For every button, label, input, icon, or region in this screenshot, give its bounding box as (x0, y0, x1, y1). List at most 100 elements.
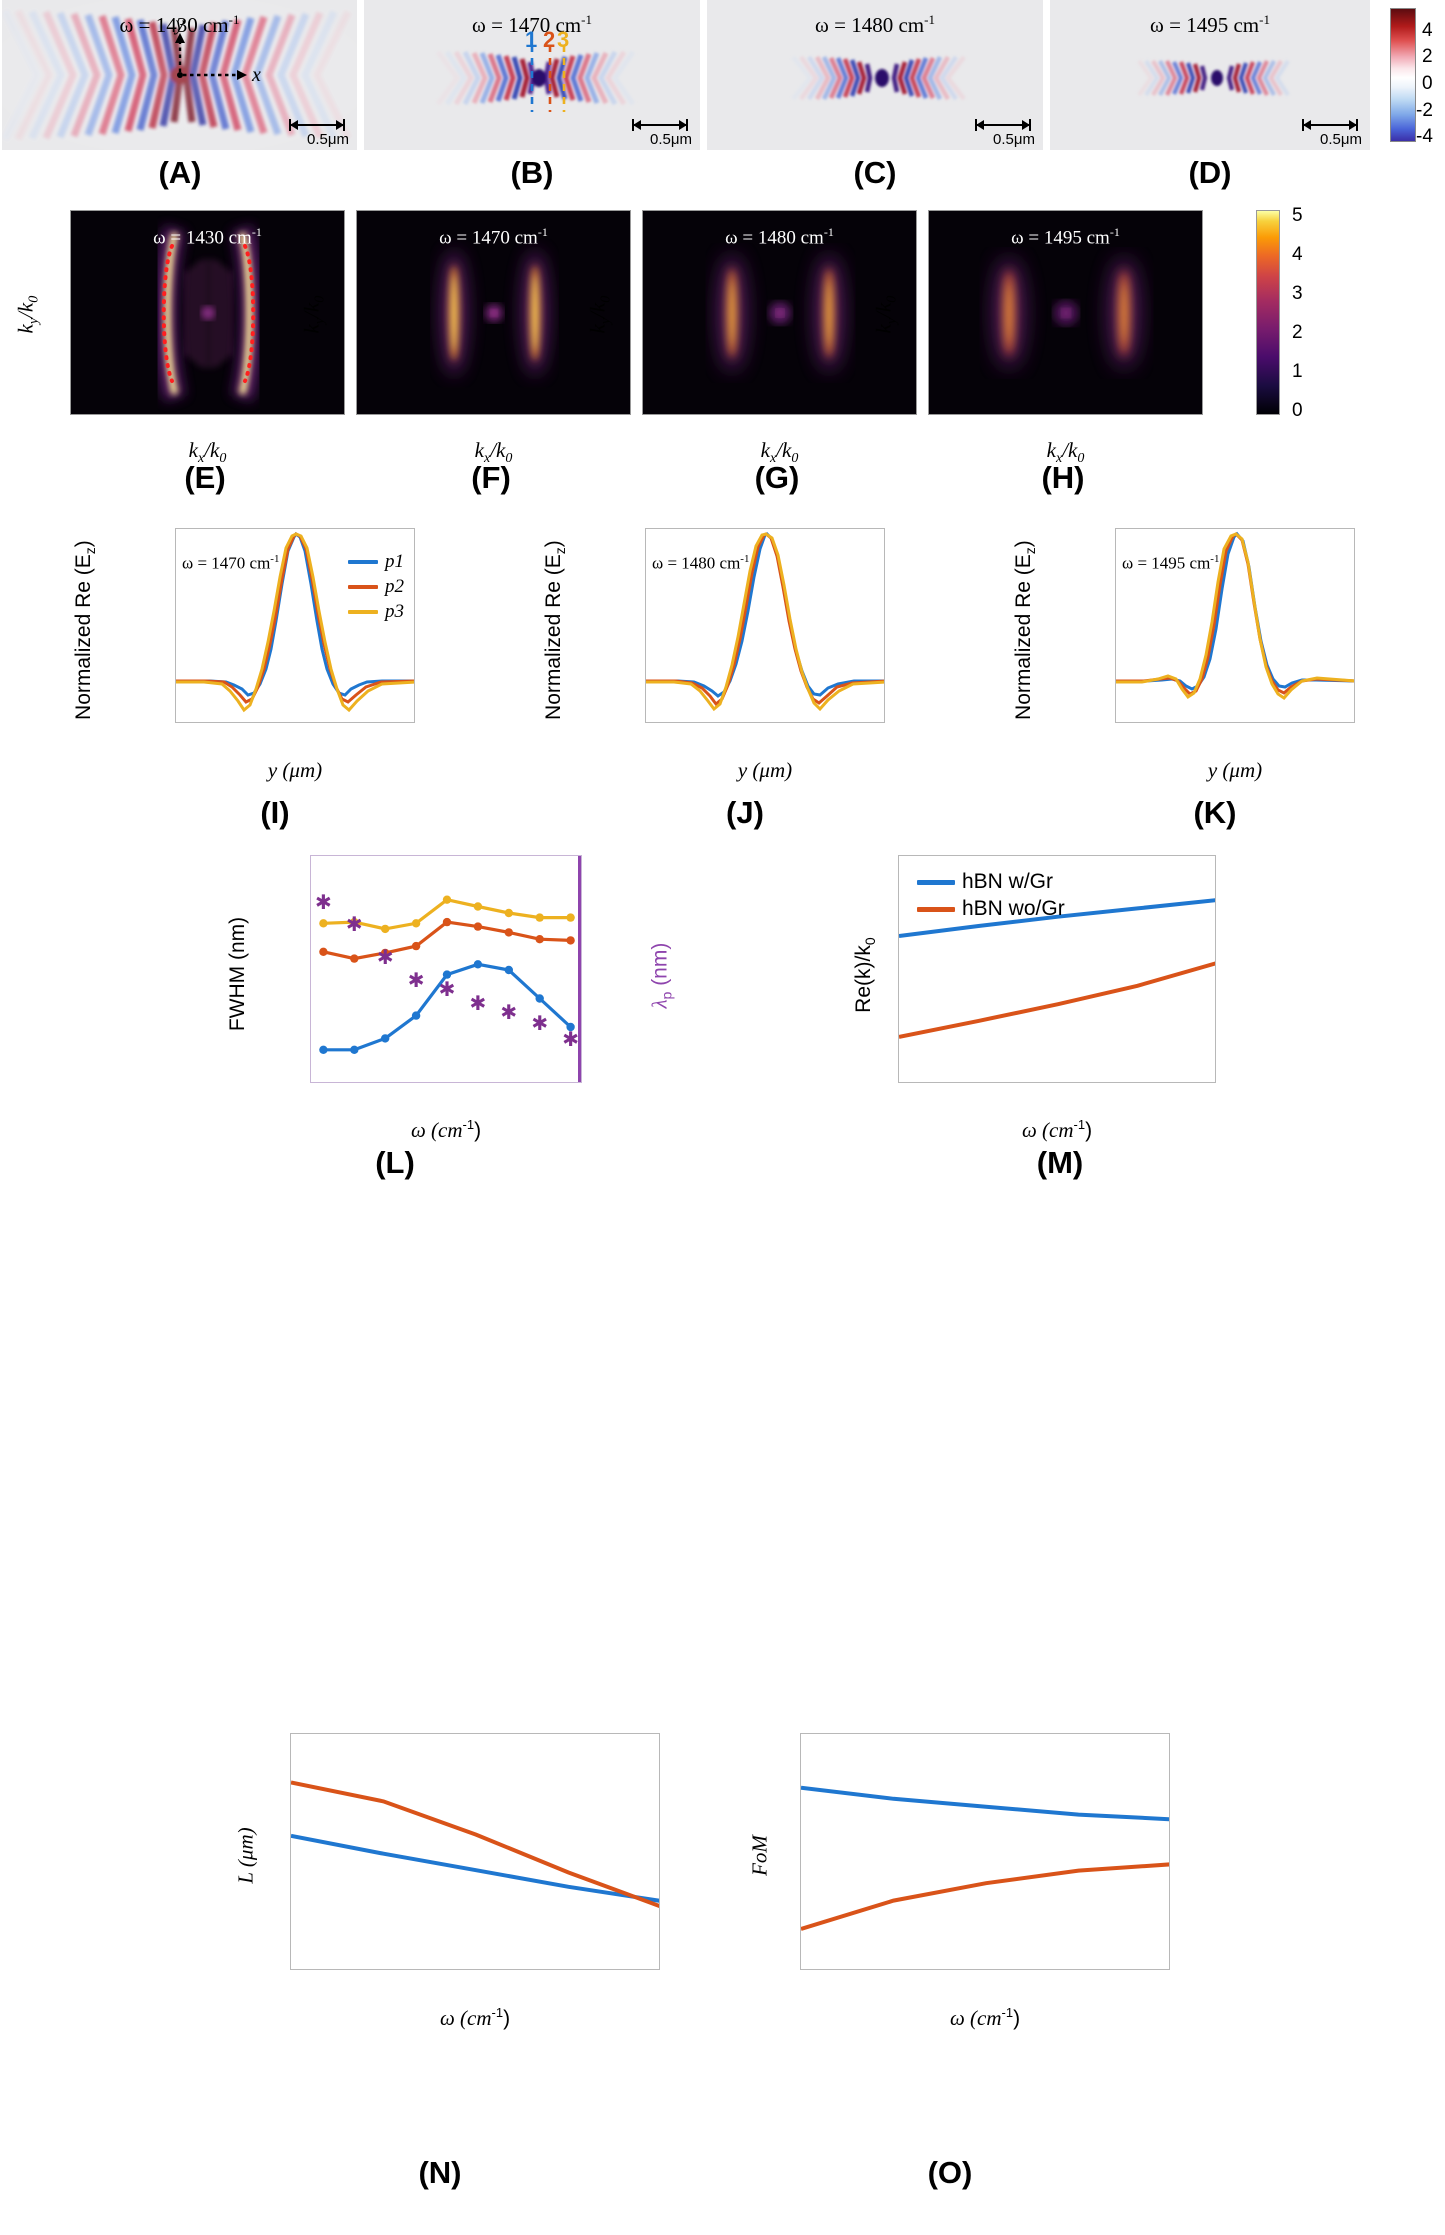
field-colorbar-tick-0: 0 (1422, 73, 1433, 94)
panel-letter-d: (D) (1188, 155, 1232, 190)
panelL-ylabel-right: λp (nm) (647, 942, 675, 1009)
kspace-colorbar (1256, 210, 1280, 415)
legend-item-hbn-wgr: hBN w/Gr (917, 870, 1065, 894)
profile-panel-i: 1 0.5 0 -1 -0.5 0 0.5 1 ω = 1470 cm-1 p1… (20, 510, 440, 800)
legend-swatch-p2 (348, 585, 378, 589)
scalebar-b (632, 119, 688, 131)
field-colorbar (1390, 8, 1416, 142)
profile-legend-i: p1 p2 p3 (348, 551, 404, 626)
panelM-plot: 30 20 10 0 1480 1485 1490 1495 1500 hBN … (898, 855, 1216, 1083)
legend-label-hbn-wogr: hBN wo/Gr (962, 897, 1065, 920)
panel-letter-m: (M) (1036, 1145, 1084, 1180)
panelO-xlabel: ω (cm-1) (949, 2005, 1021, 2030)
panelL-curves: ✱ ✱ ✱ ✱ ✱ ✱ ✱ ✱ ✱ (315, 892, 579, 1054)
kspace-xlabel-g: kx/k0 (760, 438, 799, 467)
kspace-colorbar-tick-2: 2 (1292, 322, 1303, 343)
kspace-title-h: ω = 1495 cm-1 (1011, 225, 1120, 249)
kspace-panel-g: ω = 1480 cm-1 50 25 0 -25 -50 -50 -25 0 … (572, 205, 932, 466)
field-colorbar-tick-neg4: -4 (1416, 126, 1433, 147)
scalebar-d-label: 0.5μm (1320, 131, 1362, 148)
svg-text:✱: ✱ (408, 970, 425, 992)
panel-letter-o: (O) (927, 2155, 973, 2190)
kspace-xlabel-f: kx/k0 (474, 438, 513, 467)
field-map-a: y x ω = 1430 cm-1 0.5μm (2, 0, 357, 150)
svg-text:✱: ✱ (439, 979, 456, 1001)
panel-letter-l: (L) (375, 1145, 415, 1180)
svg-text:✱: ✱ (315, 892, 332, 914)
panelM-ylabel: Re(k)/k0 (851, 937, 879, 1013)
svg-text:✱: ✱ (470, 993, 487, 1015)
profile-ylabel-i: Normalized Re (Ez) (71, 540, 99, 720)
kspace-plot-e: ω = 1430 cm-1 50 25 0 -25 -50 -50 -25 0 … (70, 210, 345, 415)
field-map-a-image: y x (2, 0, 357, 150)
legend-swatch-hbn-wgr (917, 879, 955, 885)
legend-item-p1: p1 (348, 551, 404, 573)
legend-label-p1: p1 (385, 551, 404, 572)
profile-annot-i: ω = 1470 cm-1 (182, 553, 280, 573)
svg-text:✱: ✱ (562, 1029, 579, 1051)
legend-swatch-p3 (348, 610, 378, 614)
panelO-curves (801, 1785, 1169, 1931)
panel-letter-h: (H) (1041, 460, 1085, 495)
legend-item-hbn-wogr: hBN wo/Gr (917, 897, 1065, 921)
profile-xlabel-k: y (μm) (1207, 758, 1263, 782)
panelL-right-spine (578, 856, 581, 1082)
kspace-panel-e: ω = 1430 cm-1 50 25 0 -25 -50 -50 -25 0 … (0, 205, 360, 466)
kspace-panel-h: ω = 1495 cm-1 50 25 0 -25 -50 -50 -25 0 … (858, 205, 1218, 466)
kspace-colorbar-tick-0: 0 (1292, 400, 1303, 421)
panelN-xlabel: ω (cm-1) (439, 2005, 511, 2030)
kspace-image-e (71, 211, 344, 414)
kspace-row: ω = 1430 cm-1 50 25 0 -25 -50 -50 -25 0 … (0, 205, 1445, 466)
scalebar-b-label: 0.5μm (650, 131, 692, 148)
legend-swatch-hbn-wogr (917, 906, 955, 912)
scalebar-d (1302, 119, 1358, 131)
kspace-colorbar-tick-4: 4 (1292, 244, 1303, 265)
field-colorbar-tick-2: 2 (1422, 46, 1433, 67)
kspace-plot-g: ω = 1480 cm-1 50 25 0 -25 -50 -50 -25 0 … (642, 210, 917, 415)
panel-N: 1.5 1 0.5 1480 1485 1490 1495 1500 L (μm… (180, 1715, 700, 2045)
profile-curves-i (176, 531, 414, 713)
panelL-plot: ✱ ✱ ✱ ✱ ✱ ✱ ✱ ✱ ✱ 350 300 250 200 150 14… (310, 855, 582, 1083)
profile-row: 1 0.5 0 -1 -0.5 0 0.5 1 ω = 1470 cm-1 p1… (0, 510, 1445, 800)
svg-text:✱: ✱ (377, 947, 394, 969)
panel-L: ✱ ✱ ✱ ✱ ✱ ✱ ✱ ✱ ✱ 350 300 250 200 150 14… (100, 845, 720, 1165)
profile-panel-k: 1 0.5 0 -1 -0.5 0 0.5 1 ω = 1495 cm-1 No… (960, 510, 1380, 800)
profile-ylabel-k: Normalized Re (Ez) (1011, 540, 1039, 720)
kspace-colorbar-tick-1: 1 (1292, 361, 1303, 382)
profile-plot-i: 1 0.5 0 -1 -0.5 0 0.5 1 ω = 1470 cm-1 p1… (175, 528, 415, 723)
profile-curves-k (1116, 531, 1354, 700)
profile-xlabel-i: y (μm) (267, 758, 323, 782)
field-map-b-title: ω = 1470 cm-1 (472, 12, 592, 37)
panelL-xlabel: ω (cm-1) (410, 1117, 482, 1142)
panel-letter-a: (A) (158, 155, 202, 190)
field-colorbar-tick-4: 4 (1422, 20, 1433, 41)
kspace-image-f (357, 211, 630, 414)
panelO-plot: 20 15 10 5 1480 1485 1490 1495 1500 (800, 1733, 1170, 1970)
panel-letter-n: (N) (418, 2155, 462, 2190)
cut-marker-1-label: 1 (525, 27, 538, 52)
cut-marker-2-label: 2 (543, 27, 556, 52)
svg-text:y: y (174, 13, 185, 35)
legend-item-p3: p3 (348, 601, 404, 623)
kspace-panel-f: ω = 1470 cm-1 50 25 0 -25 -50 -50 -25 0 … (286, 205, 646, 466)
panel-letter-j: (J) (726, 795, 764, 830)
panelM-curves (899, 898, 1215, 1039)
svg-text:✱: ✱ (531, 1013, 548, 1035)
field-map-row: y x ω = 1430 cm-1 0.5μm (0, 0, 1445, 150)
field-map-a-title: ω = 1430 cm-1 (119, 12, 240, 37)
kspace-ylabel-h: ky/k0 (871, 295, 900, 334)
kspace-ylabel-g: ky/k0 (585, 295, 614, 334)
legend-swatch-p1 (348, 560, 378, 564)
scalebar-c (975, 119, 1031, 131)
kspace-plot-h: ω = 1495 cm-1 50 25 0 -25 -50 -50 -25 0 … (928, 210, 1203, 415)
scalebar-a-label: 0.5μm (307, 131, 349, 148)
kspace-plot-f: ω = 1470 cm-1 50 25 0 -25 -50 -50 -25 0 … (356, 210, 631, 415)
legend-label-hbn-wgr: hBN w/Gr (962, 870, 1054, 893)
panel-O: 20 15 10 5 1480 1485 1490 1495 1500 FoM … (690, 1715, 1210, 2045)
panel-letter-e: (E) (184, 460, 226, 495)
svg-text:✱: ✱ (346, 914, 363, 936)
panel-letter-c: (C) (853, 155, 897, 190)
panelL-ylabel: FWHM (nm) (226, 916, 249, 1032)
kspace-xlabel-e: kx/k0 (188, 438, 227, 467)
cut-marker-3-label: 3 (557, 27, 570, 52)
